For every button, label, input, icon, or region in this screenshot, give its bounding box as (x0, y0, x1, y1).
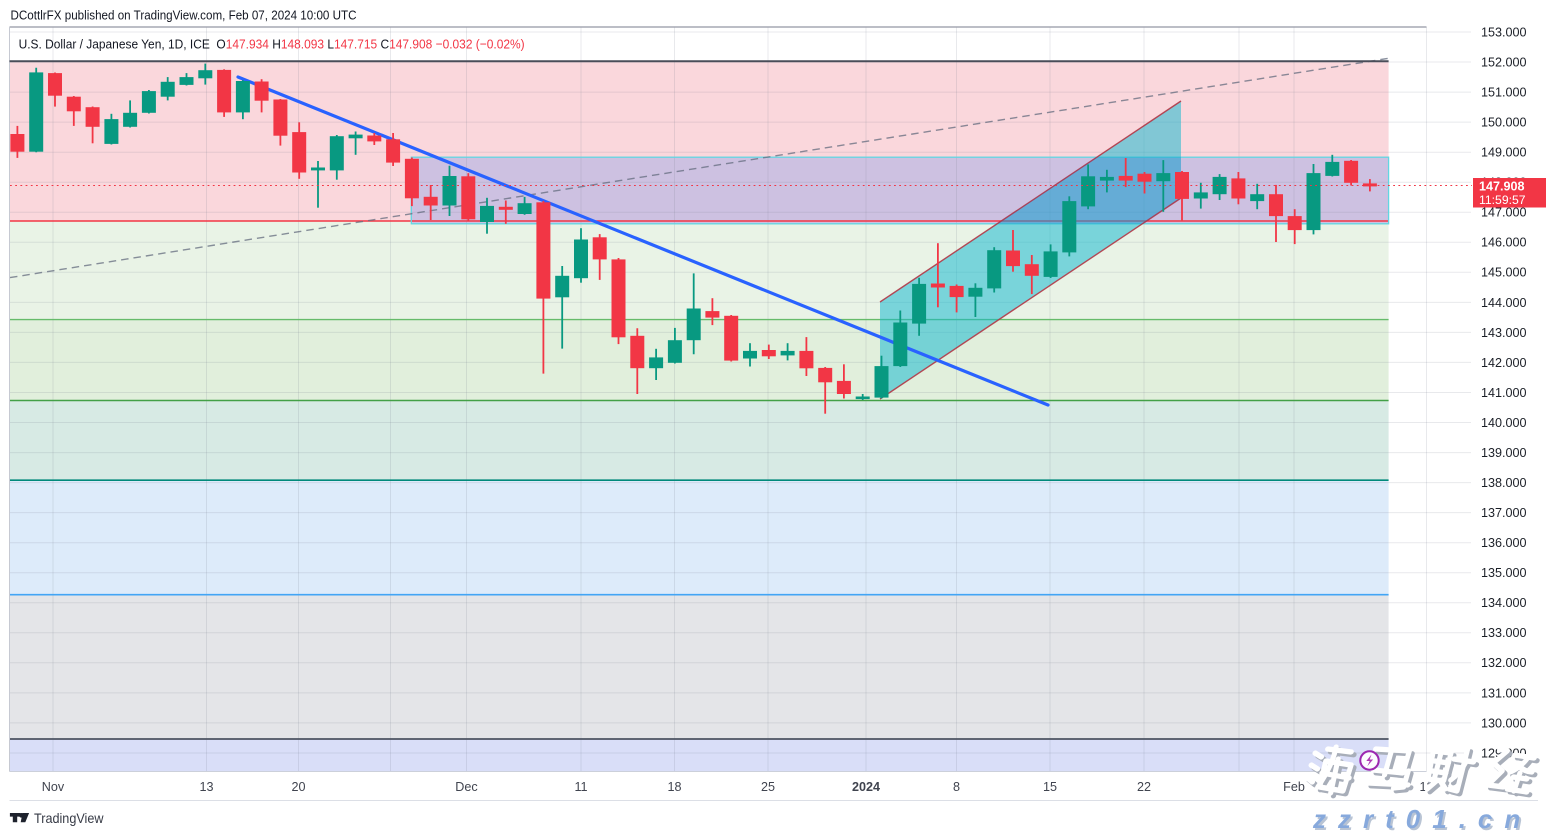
svg-text:20: 20 (291, 780, 305, 794)
svg-text:zzrt01.cn: zzrt01.cn (1314, 806, 1534, 836)
svg-text:145.000: 145.000 (1481, 266, 1527, 280)
svg-text:U.S. Dollar / Japanese Yen, 1D: U.S. Dollar / Japanese Yen, 1D, ICE O147… (19, 37, 525, 52)
svg-text:15: 15 (1043, 780, 1057, 794)
svg-text:Dec: Dec (455, 780, 477, 794)
svg-text:147.908: 147.908 (1479, 180, 1525, 194)
svg-text:13: 13 (199, 780, 213, 794)
svg-text:18: 18 (667, 780, 681, 794)
svg-text:136.000: 136.000 (1481, 536, 1527, 550)
svg-text:133.000: 133.000 (1481, 626, 1527, 640)
svg-text:Feb: Feb (1283, 780, 1305, 794)
svg-text:zzrt01.cn: zzrt01.cn (1312, 804, 1532, 834)
svg-text:152.000: 152.000 (1481, 55, 1527, 69)
svg-text:137.000: 137.000 (1481, 506, 1527, 520)
svg-text:151.000: 151.000 (1481, 86, 1527, 100)
svg-text:11:59:57: 11:59:57 (1479, 193, 1526, 207)
svg-text:8: 8 (953, 780, 960, 794)
svg-text:132.000: 132.000 (1481, 656, 1527, 670)
svg-text:25: 25 (761, 780, 775, 794)
svg-text:131.000: 131.000 (1481, 686, 1527, 700)
svg-text:149.000: 149.000 (1481, 146, 1527, 160)
svg-text:140.000: 140.000 (1481, 416, 1527, 430)
svg-text:146.000: 146.000 (1481, 236, 1527, 250)
svg-text:134.000: 134.000 (1481, 596, 1527, 610)
svg-text:TradingView: TradingView (34, 811, 104, 826)
svg-text:DCottlrFX published on Trading: DCottlrFX published on TradingView.com, … (11, 9, 357, 23)
svg-text:Nov: Nov (42, 780, 65, 794)
svg-text:139.000: 139.000 (1481, 446, 1527, 460)
svg-text:130.000: 130.000 (1481, 716, 1527, 730)
svg-text:142.000: 142.000 (1481, 356, 1527, 370)
svg-text:143.000: 143.000 (1481, 326, 1527, 340)
svg-text:135.000: 135.000 (1481, 566, 1527, 580)
svg-text:138.000: 138.000 (1481, 476, 1527, 490)
svg-text:147.000: 147.000 (1481, 206, 1527, 220)
svg-text:144.000: 144.000 (1481, 296, 1527, 310)
svg-text:22: 22 (1137, 780, 1151, 794)
svg-text:2024: 2024 (852, 780, 880, 794)
svg-text:141.000: 141.000 (1481, 386, 1527, 400)
svg-text:153.000: 153.000 (1481, 25, 1527, 39)
svg-text:150.000: 150.000 (1481, 116, 1527, 130)
svg-text:11: 11 (574, 780, 587, 794)
